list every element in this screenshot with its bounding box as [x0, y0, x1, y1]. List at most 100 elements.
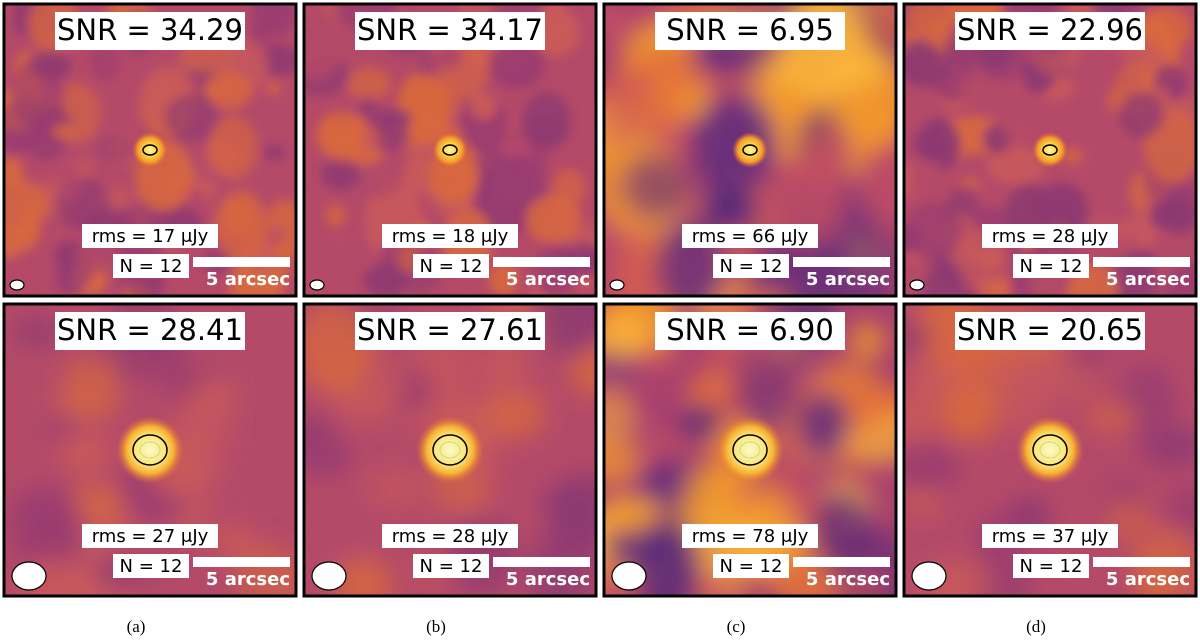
noise-blob: [74, 158, 94, 178]
snr-box: [355, 12, 545, 50]
noise-blob: [986, 145, 1045, 185]
noise-blob: [797, 393, 850, 457]
noise-blob: [304, 433, 353, 477]
noise-blob: [1115, 233, 1139, 249]
contour: [142, 144, 158, 156]
noise-blob: [346, 67, 392, 100]
noise-blob: [910, 158, 946, 207]
noise-blob: [320, 158, 361, 191]
noise-blob: [479, 388, 545, 440]
noise-blob: [699, 183, 748, 234]
noise-blob: [164, 93, 220, 142]
noise-blob: [985, 345, 1059, 432]
n-box: [1013, 254, 1089, 278]
n-label: N = 12: [420, 256, 483, 277]
caption: (b): [426, 617, 446, 636]
scale-bar: [193, 257, 290, 267]
panel: SNR = 22.96 rms = 28 μJy N = 12 5 arcsec: [902, 2, 1198, 298]
noise-blob: [250, 455, 296, 495]
beam: [911, 561, 947, 591]
noise-blob: [957, 185, 981, 216]
scale-bar: [493, 557, 590, 567]
scale-label: 5 arcsec: [206, 269, 290, 290]
panel-border: [302, 2, 598, 298]
noise-blob: [437, 46, 461, 70]
rms-label: rms = 78 μJy: [692, 526, 809, 547]
noise-blob: [70, 266, 91, 292]
noise-blob: [488, 261, 519, 296]
snr-box: [955, 312, 1145, 350]
noise-blob: [347, 162, 404, 198]
noise-blob: [307, 194, 325, 218]
noise-blob: [552, 169, 586, 207]
noise-blob: [304, 5, 345, 81]
noise-blob: [1119, 92, 1164, 139]
noise-blob: [604, 437, 640, 485]
noise-blob: [549, 473, 596, 553]
beam: [11, 561, 47, 591]
noise-blob: [904, 201, 962, 262]
noise-blob: [498, 137, 531, 157]
rms-label: rms = 18 μJy: [392, 226, 509, 247]
panel: SNR = 28.41 rms = 27 μJy N = 12 5 arcsec: [2, 302, 298, 598]
rms-box: [82, 224, 218, 248]
scale-bar: [193, 557, 290, 567]
noise-blob: [904, 46, 952, 89]
noise-blob: [192, 378, 238, 413]
contour: [1032, 434, 1068, 466]
snr-box: [655, 312, 845, 350]
source: [432, 132, 468, 168]
scale-label: 5 arcsec: [806, 569, 890, 590]
rms-label: rms = 28 μJy: [392, 526, 509, 547]
contour: [442, 144, 458, 156]
snr-label: SNR = 20.65: [957, 313, 1143, 347]
noise-blob: [210, 525, 256, 557]
noise-blob: [908, 363, 963, 398]
contour: [1042, 144, 1058, 156]
panel-border: [2, 302, 298, 598]
noise-blob: [332, 558, 393, 596]
n-label: N = 12: [120, 556, 183, 577]
n-box: [413, 254, 489, 278]
noise-blob: [1156, 428, 1196, 465]
n-label: N = 12: [720, 556, 783, 577]
noise-blob: [917, 118, 961, 171]
noise-blob: [97, 134, 137, 163]
noise-blob: [614, 255, 662, 296]
noise-blob: [324, 236, 360, 259]
noise-blob: [208, 115, 258, 180]
source: [132, 132, 168, 168]
noise-blob: [325, 204, 346, 227]
noise-blob: [88, 44, 121, 80]
noise-blob: [824, 44, 888, 91]
panel-border: [602, 302, 898, 598]
noise-blob: [1165, 484, 1196, 535]
noise-blob: [570, 342, 596, 396]
noise-blob: [8, 485, 83, 550]
beam: [611, 561, 647, 591]
scale-bar: [793, 257, 890, 267]
caption: (c): [727, 617, 746, 636]
noise-blob: [475, 342, 530, 393]
source: [1016, 416, 1084, 484]
noise-blob: [363, 264, 409, 296]
noise-blob: [329, 518, 382, 558]
beam: [609, 279, 625, 291]
noise-blob: [417, 53, 436, 78]
rms-label: rms = 28 μJy: [992, 226, 1109, 247]
noise-blob: [906, 4, 959, 33]
noise-blob: [620, 154, 691, 220]
noise-blob: [62, 354, 122, 423]
panel: SNR = 34.29 rms = 17 μJy N = 12 5 arcsec: [2, 2, 298, 298]
noise-blob: [406, 82, 461, 125]
noise-blob: [1002, 117, 1036, 143]
noise-blob: [1080, 145, 1101, 173]
contour: [739, 441, 761, 459]
noise-blob: [322, 115, 343, 142]
n-box: [713, 254, 789, 278]
noise-blob: [940, 557, 994, 596]
noise-blob: [847, 321, 887, 361]
contour: [139, 441, 161, 459]
noise-blob: [681, 465, 738, 528]
